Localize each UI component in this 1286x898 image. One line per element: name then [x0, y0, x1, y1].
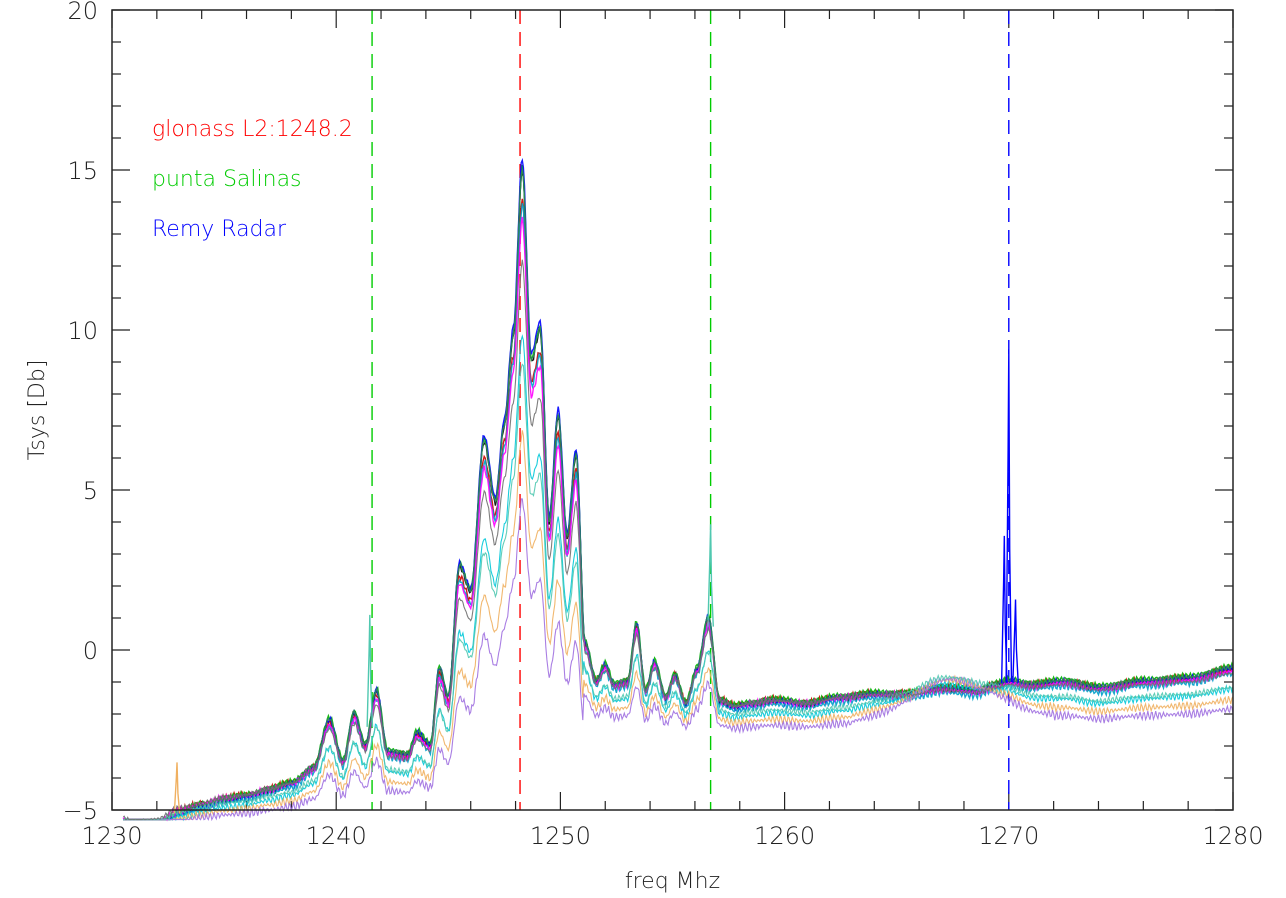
- series-line: [123, 203, 1234, 821]
- x-axis-label: freq Mhz: [625, 869, 720, 894]
- series-line: [122, 216, 1234, 822]
- legend-entry-glonass: glonass L2:1248.2: [152, 117, 353, 142]
- x-tick-label: 1250: [530, 822, 591, 850]
- series-lines: [122, 157, 1234, 822]
- legend: glonass L2:1248.2 punta Salinas Remy Rad…: [152, 117, 353, 242]
- series-line: [123, 168, 1234, 821]
- tick-labels: 1230 1240 1250 1260 1270 1280 −5 0 5 10 15 20: [63, 0, 1264, 850]
- legend-entry-remy-radar: Remy Radar: [152, 217, 287, 242]
- y-tick-label: 10: [67, 317, 98, 345]
- series-line: [123, 164, 1234, 821]
- series-line: [123, 363, 1234, 821]
- x-tick-label: 1230: [81, 822, 142, 850]
- y-tick-label: 0: [83, 637, 98, 665]
- x-tick-label: 1280: [1202, 822, 1263, 850]
- spike-line: [173, 762, 181, 814]
- spike-line: [1005, 349, 1013, 683]
- x-tick-label: 1270: [978, 822, 1039, 850]
- y-axis-label: Tsys [Db]: [25, 360, 50, 461]
- series-line: [123, 259, 1234, 821]
- x-tick-label: 1240: [306, 822, 367, 850]
- y-tick-label: 20: [67, 0, 98, 25]
- series-line: [123, 198, 1234, 821]
- spike-line: [1012, 599, 1019, 683]
- x-tick-label: 1260: [754, 822, 815, 850]
- series-line: [123, 157, 1234, 821]
- legend-entry-punta-salinas: punta Salinas: [152, 167, 302, 192]
- y-tick-label: −5: [63, 797, 98, 825]
- y-tick-label: 15: [67, 157, 98, 185]
- y-tick-label: 5: [83, 477, 98, 505]
- spike-line: [366, 614, 374, 727]
- series-line: [123, 334, 1234, 822]
- series-line: [123, 430, 1234, 822]
- spike-line: [707, 524, 715, 627]
- series-line: [123, 170, 1234, 821]
- series-line: [123, 498, 1234, 822]
- plot-frame: [111, 9, 1234, 811]
